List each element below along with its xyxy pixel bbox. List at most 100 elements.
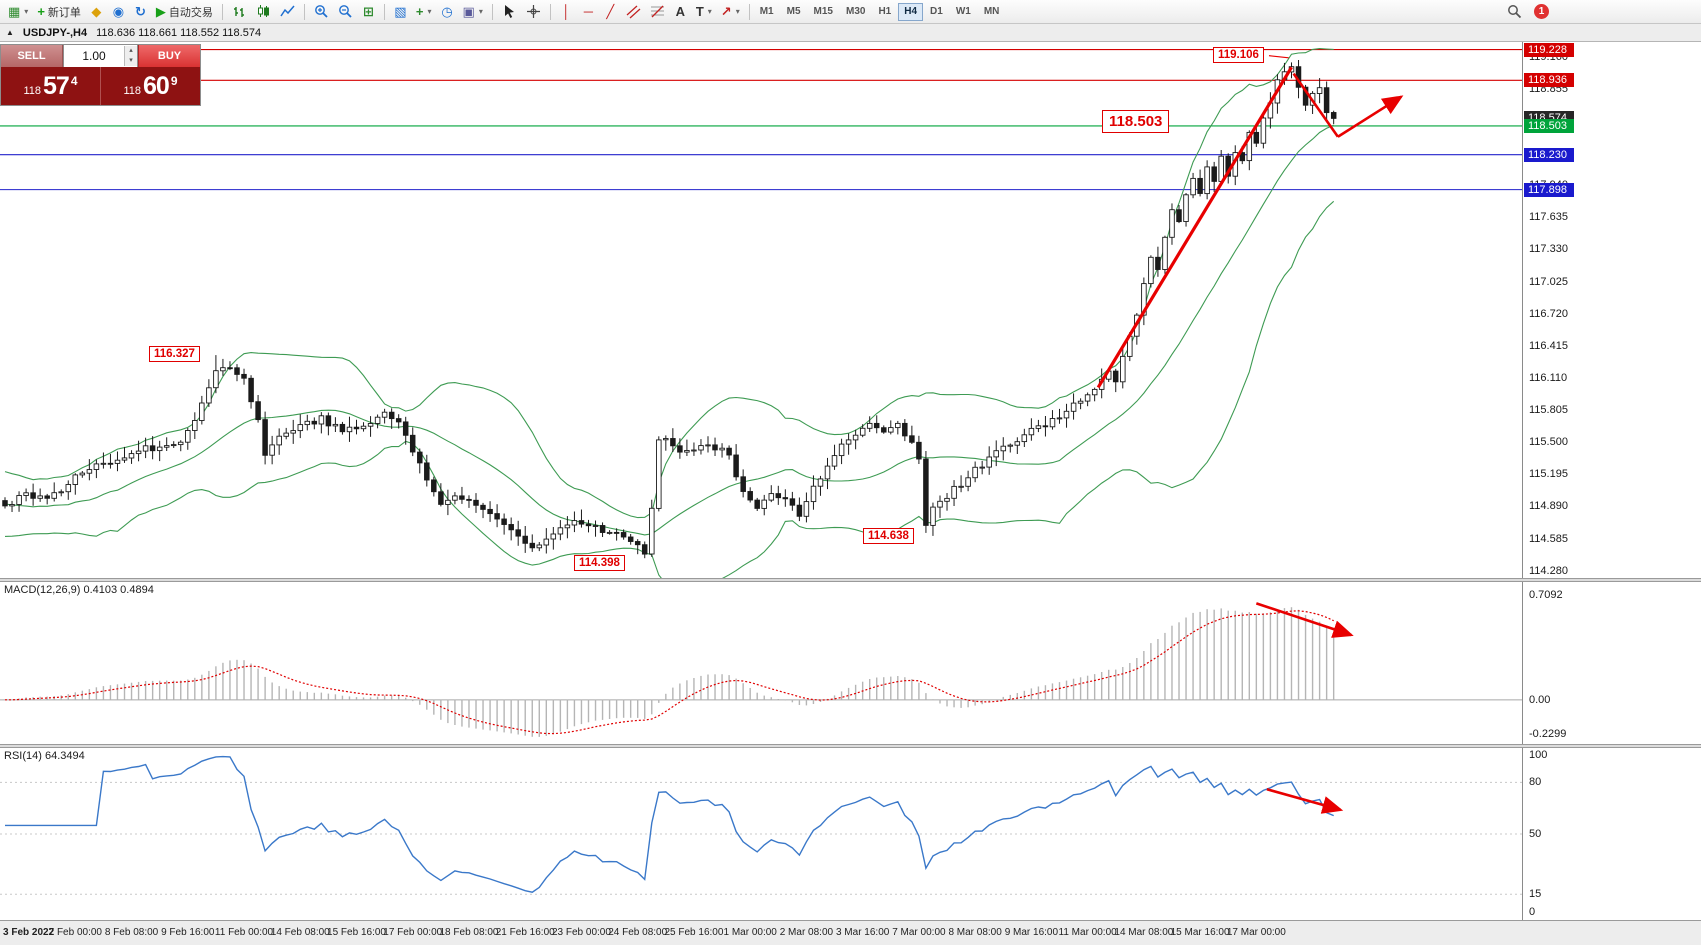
candles-chart-button[interactable]	[252, 2, 275, 22]
timeframe-h1-button[interactable]: H1	[878, 6, 892, 17]
time-axis-label: 9 Mar 16:00	[1004, 927, 1059, 938]
drawn-arrow[interactable]	[1255, 602, 1354, 638]
spinner-up-icon[interactable]: ▴	[125, 46, 137, 56]
timeframe-m15-button[interactable]: M15	[813, 6, 833, 17]
time-axis-label: 14 Feb 08:00	[270, 927, 330, 938]
add-chart-icon: +	[415, 4, 424, 19]
time-axis-label: 24 Feb 08:00	[608, 927, 668, 938]
volume-field[interactable]: 1.00 ▴ ▾	[63, 45, 138, 67]
price-tag-119.228: 119.228	[1524, 42, 1574, 57]
price-axis-label: 117.025	[1529, 275, 1568, 288]
symbol-ohlc: 118.636 118.661 118.552 118.574	[96, 26, 262, 39]
candles-chart-icon	[256, 4, 271, 19]
timeframe-mn-button[interactable]: MN	[983, 6, 1000, 17]
auto-trading-button[interactable]: ▶ 自动交易	[152, 2, 217, 22]
price-annotation-114.638[interactable]: 114.638	[863, 528, 914, 544]
price-tag-118.574: 118.574	[1524, 111, 1574, 126]
timeframe-d1-button[interactable]: D1	[930, 6, 943, 17]
time-button[interactable]: ◷	[437, 2, 458, 22]
arrange-windows-button[interactable]: ▧	[390, 2, 411, 22]
collapse-chart-icon[interactable]: ▲	[6, 28, 14, 37]
drawn-line[interactable]	[1096, 66, 1293, 389]
sell-button[interactable]: SELL	[1, 45, 63, 67]
text-icon: A	[675, 4, 686, 19]
spinner-down-icon[interactable]: ▾	[125, 56, 137, 66]
timeframe-w1-button[interactable]: W1	[955, 6, 971, 17]
macd-axis-label: -0.2299	[1529, 727, 1567, 740]
price-axis-label: 115.500	[1529, 436, 1568, 449]
drawn-arrow[interactable]	[1292, 72, 1339, 138]
drawn-arrow[interactable]	[1266, 788, 1344, 814]
new-chart-button[interactable]: ▦ ▾	[4, 2, 32, 22]
notification-badge[interactable]: 1	[1534, 4, 1549, 19]
label-button[interactable]: T ▾	[692, 2, 716, 22]
buy-price-display[interactable]: 118 60 9	[101, 67, 200, 105]
new-order-button[interactable]: + 新订单	[33, 2, 85, 22]
search-button[interactable]	[1503, 2, 1526, 22]
vertical-line-button[interactable]: │	[556, 2, 577, 22]
time-axis-label: 7 Mar 00:00	[892, 927, 946, 938]
price-axis-label: 116.720	[1529, 307, 1568, 320]
macd-panel[interactable]: MACD(12,26,9) 0.4103 0.4894 0.7092 0.00 -0…	[0, 582, 1701, 744]
channel-button[interactable]	[622, 2, 645, 22]
line-chart-button[interactable]	[276, 2, 299, 22]
quotes-icon-button[interactable]: ◆	[86, 2, 107, 22]
price-axis-label: 117.330	[1529, 243, 1568, 256]
sell-price-big: 57	[43, 71, 70, 100]
price-annotation-118.503[interactable]: 118.503	[1102, 110, 1170, 133]
label-icon: T	[695, 4, 704, 19]
zoom-in-icon	[314, 4, 329, 19]
price-tag-117.898: 117.898	[1524, 182, 1574, 197]
trendline-button[interactable]: ╱	[600, 2, 621, 22]
panel-divider[interactable]	[0, 744, 1701, 748]
sell-price-display[interactable]: 118 57 4	[1, 67, 100, 105]
arrows-button[interactable]: ↗ ▾	[717, 2, 744, 22]
price-axis-label: 114.585	[1529, 532, 1568, 545]
chart-title-bar: ▲ USDJPY-,H4 118.636 118.661 118.552 118…	[0, 24, 1701, 42]
channel-icon	[626, 4, 641, 19]
time-axis-label: 2 Mar 08:00	[779, 927, 834, 938]
drawn-arrow[interactable]	[1337, 95, 1404, 138]
price-axis-label: 115.195	[1529, 468, 1568, 481]
panel-divider[interactable]	[0, 578, 1701, 582]
volume-value[interactable]: 1.00	[82, 49, 106, 63]
drawn-line[interactable]	[1268, 55, 1289, 59]
zoom-out-button[interactable]	[334, 2, 357, 22]
timeframe-m5-button[interactable]: M5	[786, 6, 801, 17]
main-chart-panel[interactable]: 119.160 118.855 118.550 118.245 117.940 117.6…	[0, 42, 1701, 578]
time-axis-label: 14 Mar 08:00	[1114, 927, 1174, 938]
add-chart-button[interactable]: + ▾	[412, 2, 436, 22]
toolbar-button-label: 新订单	[47, 6, 81, 19]
one-click-trade-panel: SELL 1.00 ▴ ▾ BUY 118 57 4 118 60 9	[0, 44, 201, 106]
zoom-in-button[interactable]	[310, 2, 333, 22]
tile-windows-button[interactable]: ⊞	[358, 2, 379, 22]
cursor-button[interactable]	[498, 2, 521, 22]
price-annotation-119.106[interactable]: 119.106	[1213, 47, 1264, 63]
timeframe-m1-button[interactable]: M1	[759, 6, 774, 17]
snapshot-button[interactable]: ▣ ▾	[459, 2, 487, 22]
price-annotation-116.327[interactable]: 116.327	[149, 346, 200, 362]
price-tag-118.503: 118.503	[1524, 118, 1574, 133]
text-button[interactable]: A	[670, 2, 691, 22]
price-axis-label: 119.160	[1529, 50, 1568, 63]
timeframe-m30-button[interactable]: M30	[845, 6, 866, 17]
rsi-chart[interactable]	[0, 748, 1522, 920]
timeframe-h4-button[interactable]: H4	[898, 2, 924, 21]
refresh-button[interactable]: ↻	[130, 2, 151, 22]
community-button[interactable]: ◉	[108, 2, 129, 22]
price-annotation-114.398[interactable]: 114.398	[574, 555, 625, 571]
horizontal-line-button[interactable]: ─	[578, 2, 599, 22]
rsi-axis-label: 50	[1529, 828, 1542, 840]
price-chart[interactable]	[0, 42, 1522, 578]
crosshair-button[interactable]	[522, 2, 545, 22]
buy-button[interactable]: BUY	[138, 45, 200, 67]
bars-chart-button[interactable]	[228, 2, 251, 22]
community-icon: ◉	[112, 4, 125, 19]
time-axis[interactable]: 3 Feb 2022 7 Feb 00:00 8 Feb 08:00 9 Feb 16…	[0, 920, 1701, 945]
rsi-axis-label: 80	[1529, 776, 1542, 789]
time-axis-label: 8 Feb 08:00	[104, 927, 159, 938]
rsi-panel[interactable]: RSI(14) 64.3494 100 80 50 15 0	[0, 748, 1701, 920]
macd-chart[interactable]	[0, 582, 1522, 744]
fibonacci-button[interactable]	[646, 2, 669, 22]
crosshair-icon	[526, 4, 541, 19]
